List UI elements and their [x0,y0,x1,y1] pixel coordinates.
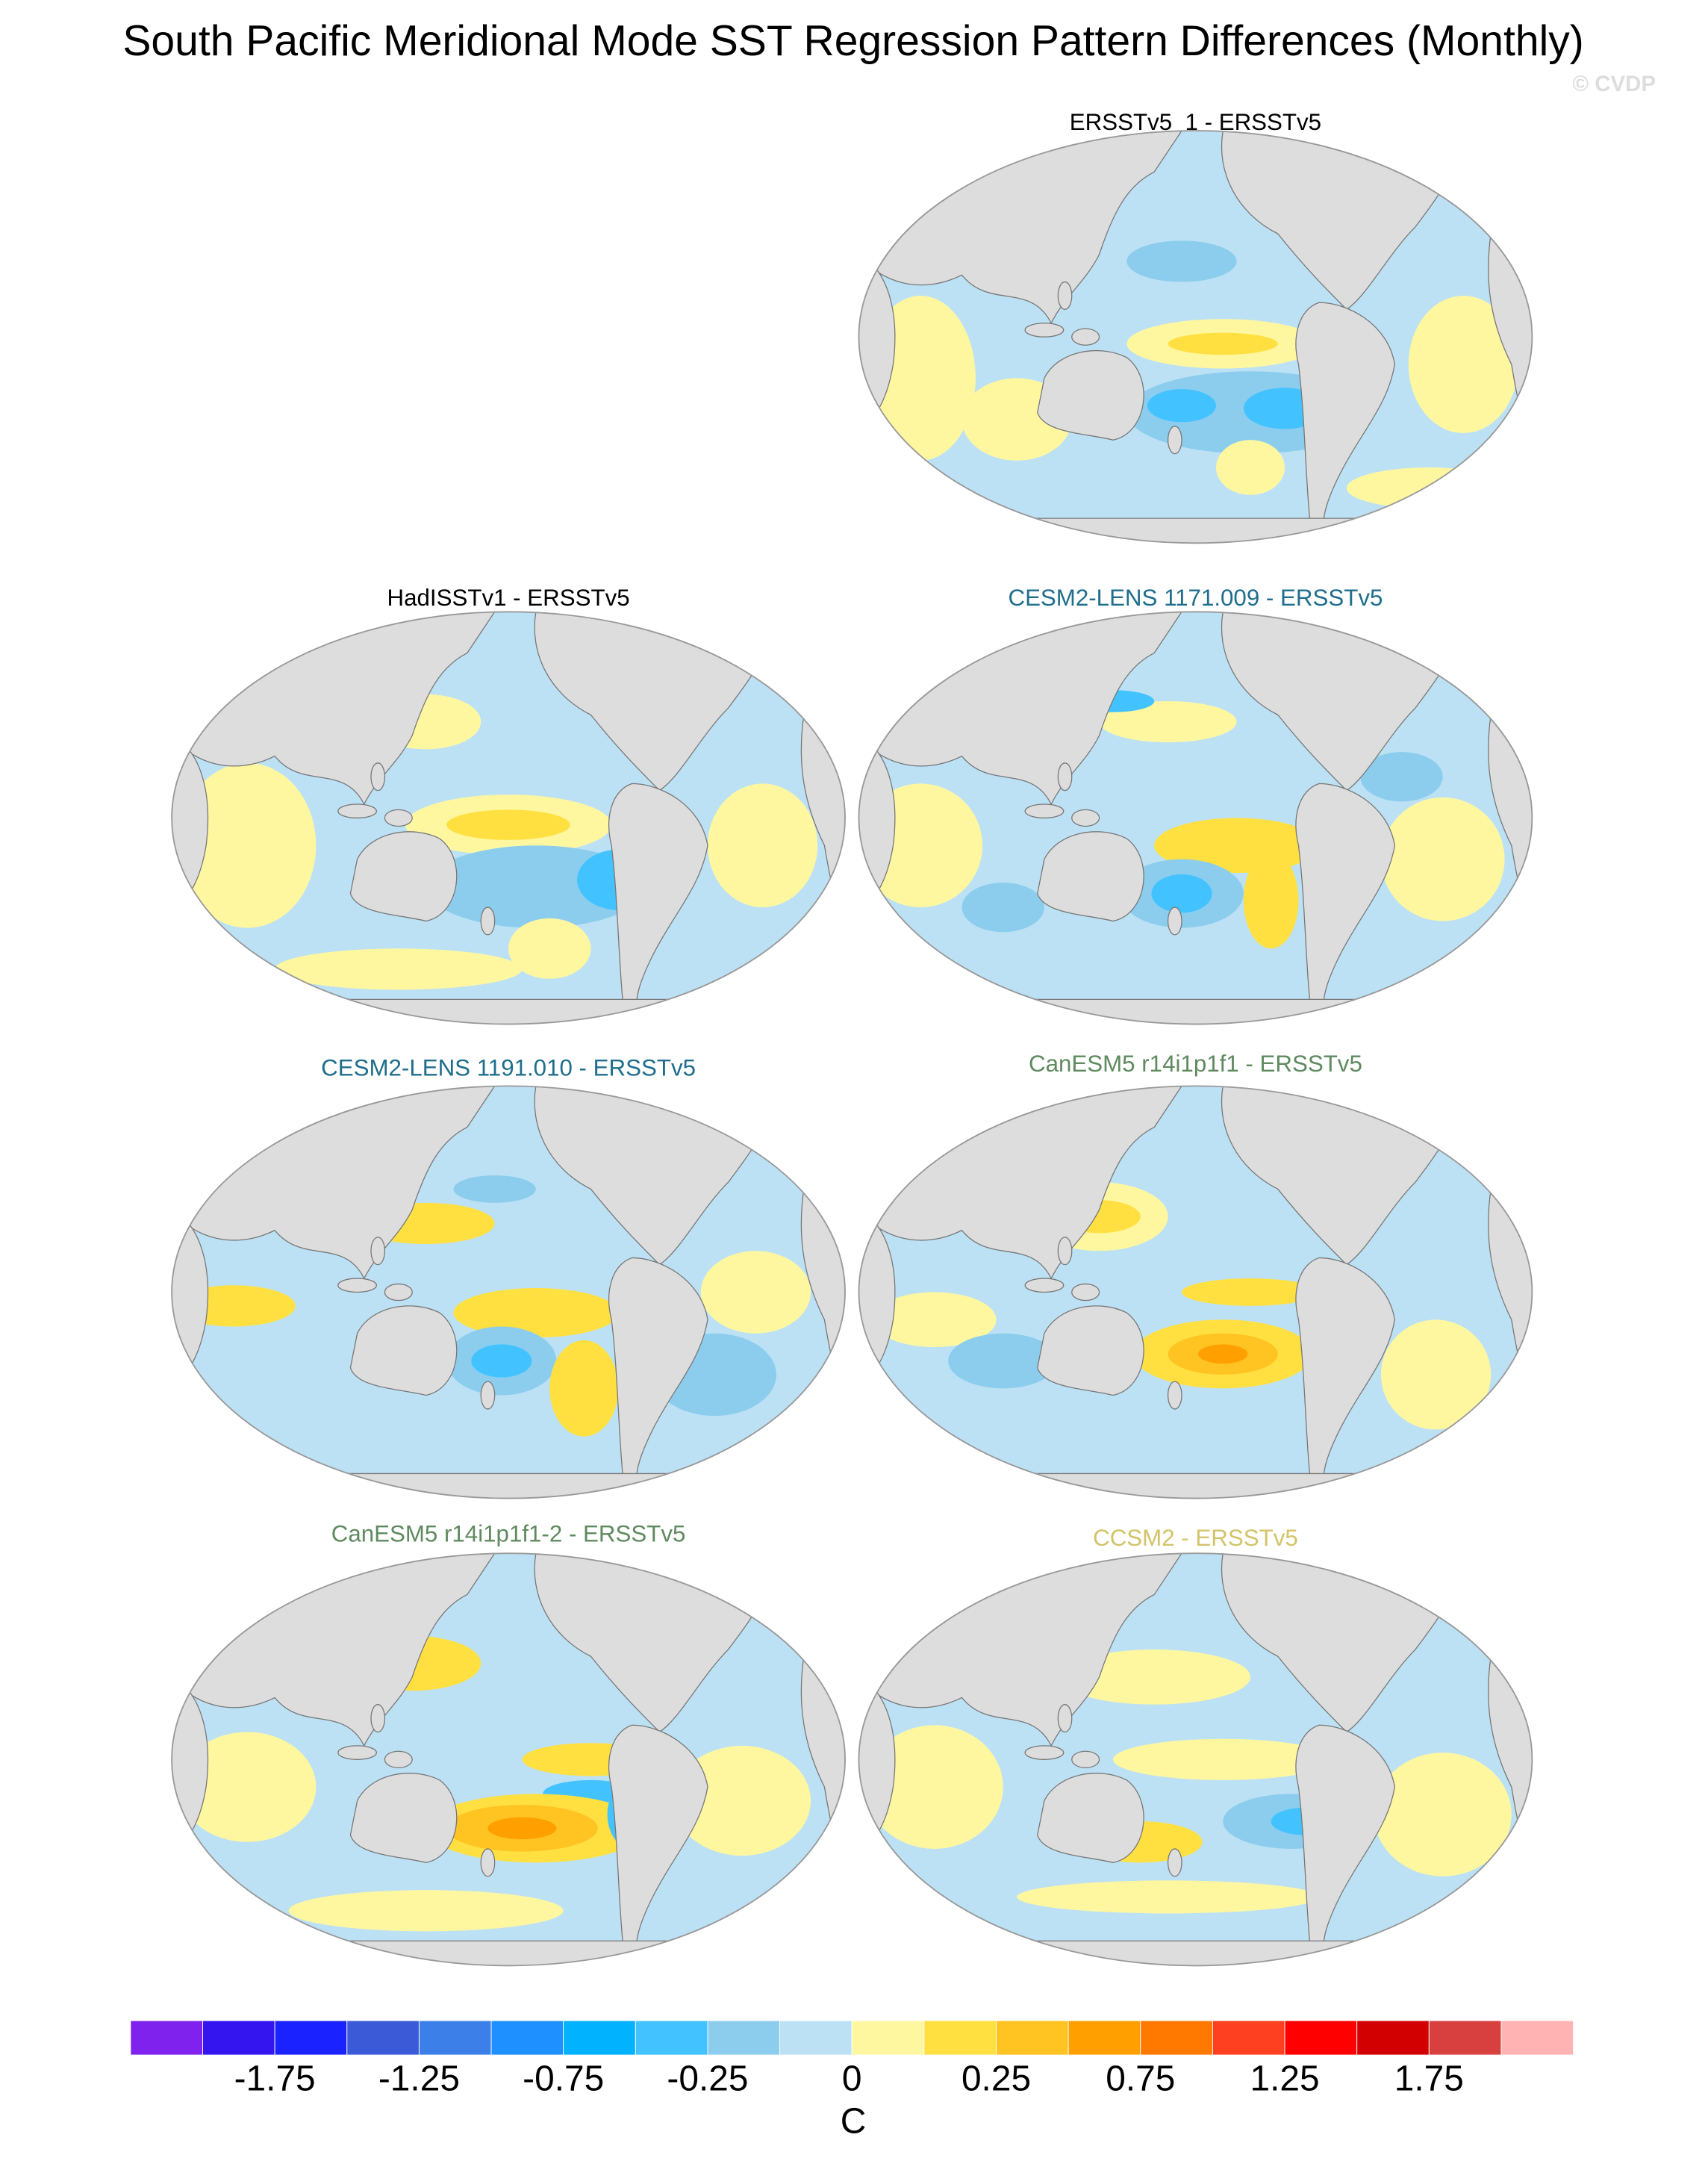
figure-title: South Pacific Meridional Mode SST Regres… [122,17,1583,65]
map-shape [471,1344,532,1378]
map-shape [1380,1319,1492,1430]
map-shape [858,131,1533,544]
map-shape [1126,240,1237,282]
map-shape [1147,389,1217,423]
map-shape [1408,295,1518,434]
watermark: © CVDP [1572,72,1656,96]
map-shape [673,1745,811,1856]
map-panel: ERSSTv5_1 - ERSSTv5 [858,109,1533,544]
map-shape [1198,1344,1248,1364]
map-shape [1243,852,1299,949]
map-shape [453,1287,619,1338]
map-shape [172,1553,846,1966]
colorbar-tick-label: -1.75 [234,2059,316,2099]
colorbar-tick-label: 1.25 [1250,2059,1319,2099]
map-shape [948,1333,1059,1389]
map-shape [275,948,523,990]
map-panel: CCSM2 - ERSSTv5 [858,1525,1533,1967]
map-shape [858,1553,1533,1966]
panel-title: CESM2-LENS 1191.010 - ERSSTv5 [321,1055,696,1081]
colorbar-box [1428,2020,1502,2056]
map-panel: CESM2-LENS 1191.010 - ERSSTv5 [171,1055,846,1499]
map-shape [172,1086,846,1499]
panel-title: CCSM2 - ERSSTv5 [1093,1525,1298,1551]
colorbar-tick-label: -0.25 [667,2059,748,2099]
colorbar-tick-label: 0 [842,2059,862,2099]
colorbar-box [1068,2020,1141,2056]
map-shape [1151,874,1212,913]
map-shape [1346,467,1512,509]
map-shape [1168,332,1278,355]
colorbar-box [996,2020,1069,2056]
colorbar-box [1212,2020,1285,2056]
colorbar-box [1140,2020,1213,2056]
colorbar-box [635,2020,708,2056]
panel-title: CanESM5 r14i1p1f1 - ERSSTv5 [1029,1051,1362,1077]
colorbar-box [923,2020,997,2056]
colorbar-box [490,2020,564,2056]
panel-title: HadISSTv1 - ERSSTv5 [387,585,630,611]
colorbar: -1.75 -1.25 -0.75 -0.25 0 0.25 0.75 1.25 1.75 [130,2020,1574,2099]
map-shape [1360,752,1443,802]
map-shape [453,1175,536,1203]
map-shape [865,1725,1003,1849]
colorbar-box [851,2020,925,2056]
map-panel: CanESM5 r14i1p1f1 - ERSSTv5 [858,1051,1533,1499]
colorbar-tick-label: -1.25 [378,2059,460,2099]
colorbar-tick-label: 0.25 [961,2059,1031,2099]
map-shape [508,918,591,979]
map-shape [872,1292,997,1348]
map-shape [1017,1880,1320,1914]
colorbar-box [1356,2020,1430,2056]
map-shape [707,783,818,908]
map-shape [1380,797,1505,921]
colorbar-box [274,2020,348,2056]
colorbar-box [130,2020,203,2056]
map-shape [700,1251,811,1334]
map-shape [961,882,1044,933]
colorbar-box [1284,2020,1358,2056]
map-shape [858,1552,1533,1967]
map-shape [1099,700,1237,743]
map-shape [288,1890,564,1932]
colorbar-box [779,2020,853,2056]
map-shape [178,762,317,928]
map-shape [178,1732,317,1842]
map-shape [172,612,846,1024]
colorbar-box [346,2020,420,2056]
map-shape [858,1085,1533,1499]
colorbar-units: C [841,2102,867,2142]
map-shape [858,611,1533,1025]
colorbar-box [418,2020,492,2056]
map-shape [487,1817,557,1840]
map-shape [858,1086,1533,1499]
map-shape [171,611,846,1025]
map-shape [1374,1753,1512,1877]
colorbar-tick-label: -0.75 [523,2059,604,2099]
panel-title: CanESM5 r14i1p1f1-2 - ERSSTv5 [331,1521,686,1547]
panel-title: CESM2-LENS 1171.009 - ERSSTv5 [1008,585,1383,611]
map-shape [171,1085,846,1499]
map-panel: CanESM5 r14i1p1f1-2 - ERSSTv5 [171,1521,846,1967]
colorbar-box [1500,2020,1574,2056]
map-shape [858,130,1533,544]
colorbar-tick-label: 0.75 [1106,2059,1175,2099]
map-shape [446,809,570,840]
colorbar-box [202,2020,275,2056]
colorbar-tick-label: 1.75 [1394,2059,1464,2099]
map-shape [1112,1738,1333,1780]
colorbar-box [563,2020,636,2056]
map-shape [858,612,1533,1024]
map-shape [549,1340,619,1437]
map-shape [1058,1649,1251,1705]
map-shape [1182,1278,1320,1306]
map-panel: CESM2-LENS 1171.009 - ERSSTv5 [858,585,1533,1025]
map-panel: HadISSTv1 - ERSSTv5 [171,585,846,1025]
map-shape [1216,440,1285,495]
colorbar-box [707,2020,781,2056]
map-shape [171,1552,846,1967]
